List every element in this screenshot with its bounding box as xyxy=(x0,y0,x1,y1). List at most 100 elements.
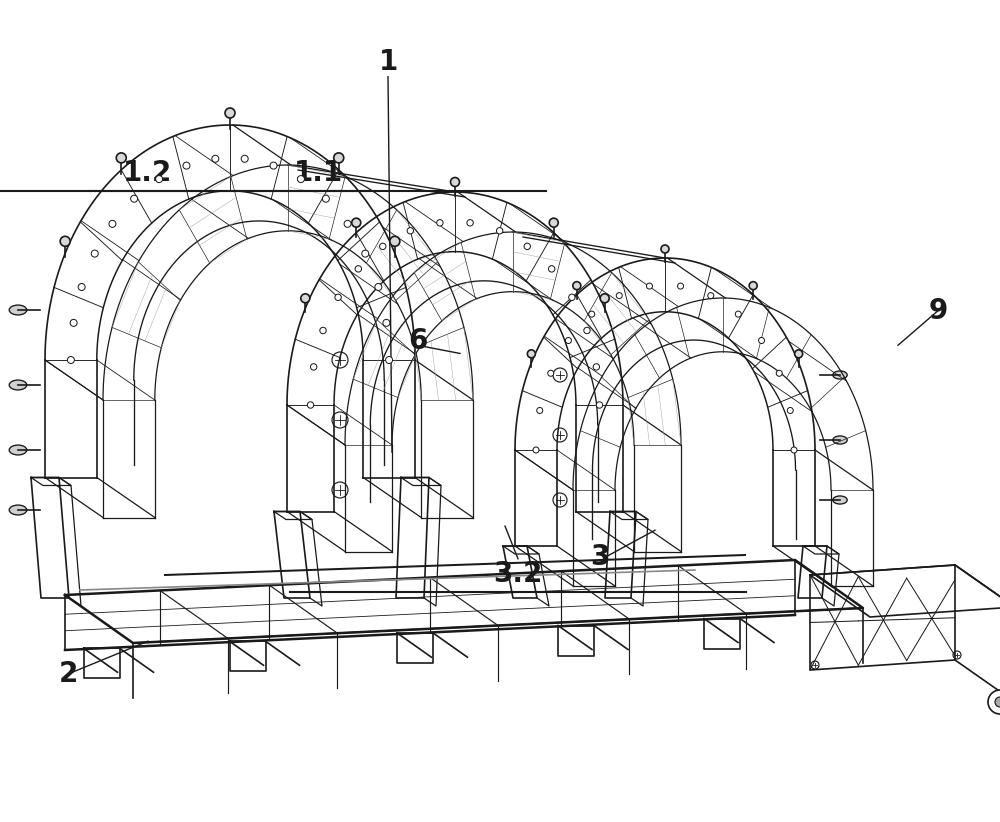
Circle shape xyxy=(995,697,1000,707)
Circle shape xyxy=(375,284,382,290)
Circle shape xyxy=(553,493,567,507)
Text: 2: 2 xyxy=(58,660,78,688)
Circle shape xyxy=(225,108,235,118)
Circle shape xyxy=(70,320,77,326)
Ellipse shape xyxy=(452,181,458,183)
Circle shape xyxy=(553,368,567,382)
Circle shape xyxy=(332,482,348,498)
Circle shape xyxy=(600,293,609,302)
Circle shape xyxy=(749,282,757,289)
Circle shape xyxy=(549,218,558,227)
Circle shape xyxy=(616,293,622,298)
Circle shape xyxy=(553,428,567,442)
Ellipse shape xyxy=(9,380,27,390)
Circle shape xyxy=(390,236,400,247)
Circle shape xyxy=(383,320,390,326)
Ellipse shape xyxy=(9,445,27,455)
Circle shape xyxy=(332,412,348,428)
Ellipse shape xyxy=(62,240,68,242)
Circle shape xyxy=(352,218,361,227)
Circle shape xyxy=(496,228,503,234)
Circle shape xyxy=(297,176,304,182)
Circle shape xyxy=(988,690,1000,714)
Circle shape xyxy=(787,408,793,413)
Circle shape xyxy=(109,220,116,228)
Ellipse shape xyxy=(751,284,756,287)
Ellipse shape xyxy=(227,112,233,114)
Ellipse shape xyxy=(796,353,801,355)
Ellipse shape xyxy=(833,436,847,444)
Text: 1.1: 1.1 xyxy=(293,159,343,187)
Circle shape xyxy=(573,282,581,289)
Text: 6: 6 xyxy=(408,327,428,355)
Circle shape xyxy=(212,155,219,162)
Circle shape xyxy=(386,357,393,363)
Circle shape xyxy=(759,338,765,344)
Ellipse shape xyxy=(529,353,534,355)
Circle shape xyxy=(589,311,595,317)
Text: 9: 9 xyxy=(928,297,948,325)
Ellipse shape xyxy=(118,156,124,159)
Ellipse shape xyxy=(574,284,579,287)
Circle shape xyxy=(335,294,341,301)
Circle shape xyxy=(322,195,329,202)
Circle shape xyxy=(183,162,190,169)
Circle shape xyxy=(450,178,460,187)
Circle shape xyxy=(584,327,590,334)
Circle shape xyxy=(776,370,782,376)
Circle shape xyxy=(533,447,539,453)
Circle shape xyxy=(795,350,803,358)
Circle shape xyxy=(953,651,961,659)
Circle shape xyxy=(569,294,575,301)
Circle shape xyxy=(116,153,126,163)
Circle shape xyxy=(661,245,669,253)
Circle shape xyxy=(320,327,326,334)
Ellipse shape xyxy=(602,297,607,300)
Circle shape xyxy=(270,162,277,169)
Circle shape xyxy=(537,408,543,413)
Ellipse shape xyxy=(392,240,398,242)
Circle shape xyxy=(355,266,362,272)
Circle shape xyxy=(334,153,344,163)
Circle shape xyxy=(646,283,652,289)
Ellipse shape xyxy=(9,305,27,315)
Circle shape xyxy=(156,176,163,182)
Ellipse shape xyxy=(833,371,847,379)
Ellipse shape xyxy=(551,221,556,224)
Circle shape xyxy=(735,311,741,317)
Circle shape xyxy=(60,236,70,247)
Circle shape xyxy=(596,402,603,409)
Text: 3: 3 xyxy=(590,543,610,571)
Circle shape xyxy=(310,363,317,370)
Ellipse shape xyxy=(354,221,359,224)
Circle shape xyxy=(565,338,571,344)
Circle shape xyxy=(437,219,443,226)
Circle shape xyxy=(380,243,386,250)
Circle shape xyxy=(791,447,797,453)
Circle shape xyxy=(307,402,314,409)
Ellipse shape xyxy=(9,505,27,515)
Circle shape xyxy=(593,363,600,370)
Circle shape xyxy=(344,220,351,228)
Circle shape xyxy=(811,661,819,669)
Circle shape xyxy=(78,284,85,290)
Ellipse shape xyxy=(336,156,342,159)
Text: 1: 1 xyxy=(378,48,398,76)
Ellipse shape xyxy=(663,247,667,250)
Circle shape xyxy=(407,228,414,234)
Ellipse shape xyxy=(833,496,847,504)
Text: 3.2: 3.2 xyxy=(493,560,543,588)
Circle shape xyxy=(332,352,348,368)
Circle shape xyxy=(524,243,530,250)
Circle shape xyxy=(241,155,248,162)
Circle shape xyxy=(548,370,554,376)
Circle shape xyxy=(527,350,535,358)
Ellipse shape xyxy=(303,297,308,300)
Circle shape xyxy=(467,219,473,226)
Circle shape xyxy=(362,250,369,257)
Text: 1.2: 1.2 xyxy=(123,159,173,187)
Circle shape xyxy=(91,250,98,257)
Circle shape xyxy=(67,357,74,363)
Circle shape xyxy=(548,266,555,272)
Circle shape xyxy=(301,293,310,302)
